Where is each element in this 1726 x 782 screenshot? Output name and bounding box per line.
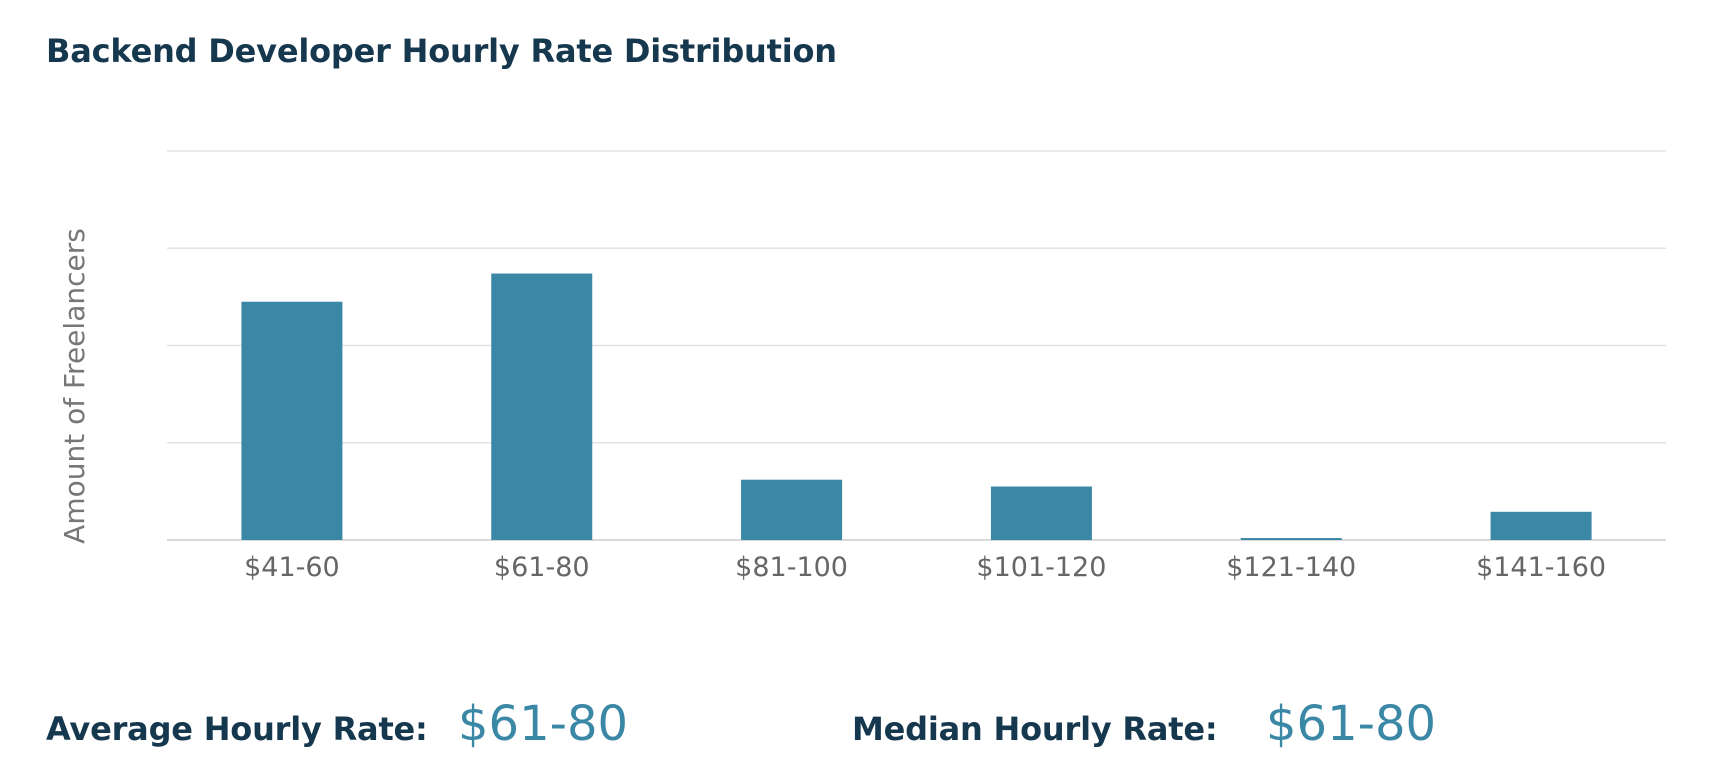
average-rate-value: $61-80 — [458, 696, 629, 752]
rate-stats: Average Hourly Rate: $61-80 Median Hourl… — [0, 696, 1726, 766]
median-rate-value: $61-80 — [1266, 696, 1437, 752]
chart-title: Backend Developer Hourly Rate Distributi… — [46, 32, 837, 70]
bar — [741, 479, 843, 540]
bar — [241, 301, 343, 540]
bar — [1240, 538, 1342, 540]
gridlines — [167, 150, 1666, 541]
x-tick-label: $41-60 — [244, 552, 340, 583]
median-rate-label: Median Hourly Rate: — [852, 710, 1218, 748]
bars — [241, 273, 1592, 540]
x-tick-labels: $41-60 $61-80 $81-100 $101-120 $121-140 $141-… — [244, 552, 1606, 583]
bar — [990, 486, 1092, 540]
bar-chart: $41-60 $61-80 $81-100 $101-120 $121-140 $141-… — [58, 150, 1666, 583]
y-axis-label: Amount of Freelancers — [58, 228, 91, 544]
x-tick-label: $101-120 — [976, 552, 1106, 583]
average-rate-label: Average Hourly Rate: — [46, 710, 428, 748]
x-tick-label: $141-160 — [1476, 552, 1606, 583]
x-tick-label: $121-140 — [1226, 552, 1356, 583]
bar — [491, 273, 593, 540]
x-tick-label: $81-100 — [735, 552, 848, 583]
bar — [1490, 511, 1592, 540]
x-tick-label: $61-80 — [494, 552, 590, 583]
